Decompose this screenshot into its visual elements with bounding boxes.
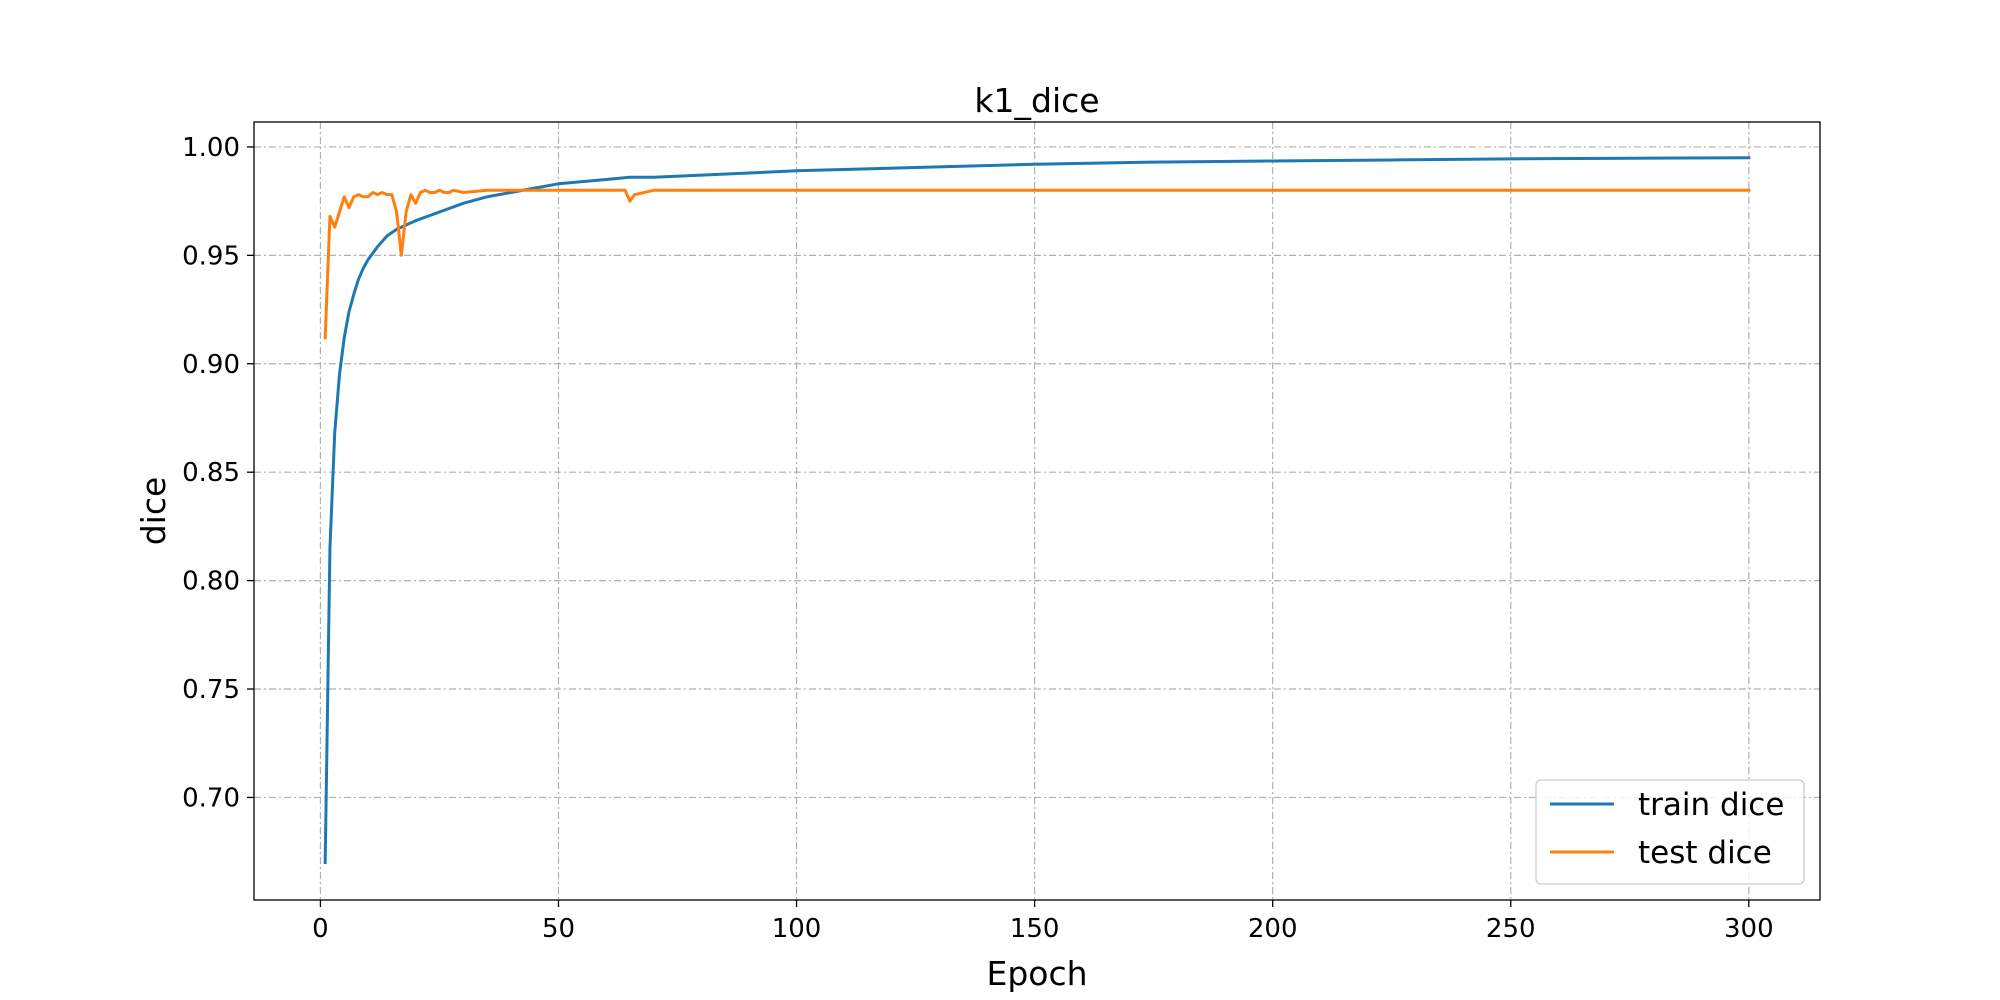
x-tick-label: 0 [312,914,329,944]
train-dice-line [323,156,1751,865]
y-tick-label: 0.70 [182,783,240,813]
x-axis-label: Epoch [986,954,1087,993]
legend-box [1535,779,1805,885]
legend-label-train: train dice [1638,787,1784,823]
x-tick-label: 50 [542,914,575,944]
x-tick-label: 250 [1486,914,1536,944]
test-dice-line [323,188,1751,340]
y-tick-label: 0.75 [182,675,240,705]
x-tick-label: 150 [1010,914,1060,944]
x-tick-label: 300 [1724,914,1774,944]
y-tick-label: 1.00 [182,133,240,163]
plot-frame [253,121,1821,901]
y-tick-label: 0.80 [182,567,240,597]
x-tick-label: 200 [1248,914,1298,944]
y-axis: 0.70 0.75 0.80 0.85 0.90 0.95 1.00 [182,133,254,813]
legend: train dice test dice [1535,779,1805,885]
y-axis-label: dice [134,477,173,546]
y-tick-label: 0.85 [182,458,240,488]
chart-title: k1_dice [974,81,1099,120]
y-tick-label: 0.90 [182,350,240,380]
x-tick-label: 100 [772,914,822,944]
series-layer [323,156,1751,865]
x-axis: 0 50 100 150 200 250 300 [312,900,1774,944]
y-tick-label: 0.95 [182,241,240,271]
legend-label-test: test dice [1638,835,1772,871]
